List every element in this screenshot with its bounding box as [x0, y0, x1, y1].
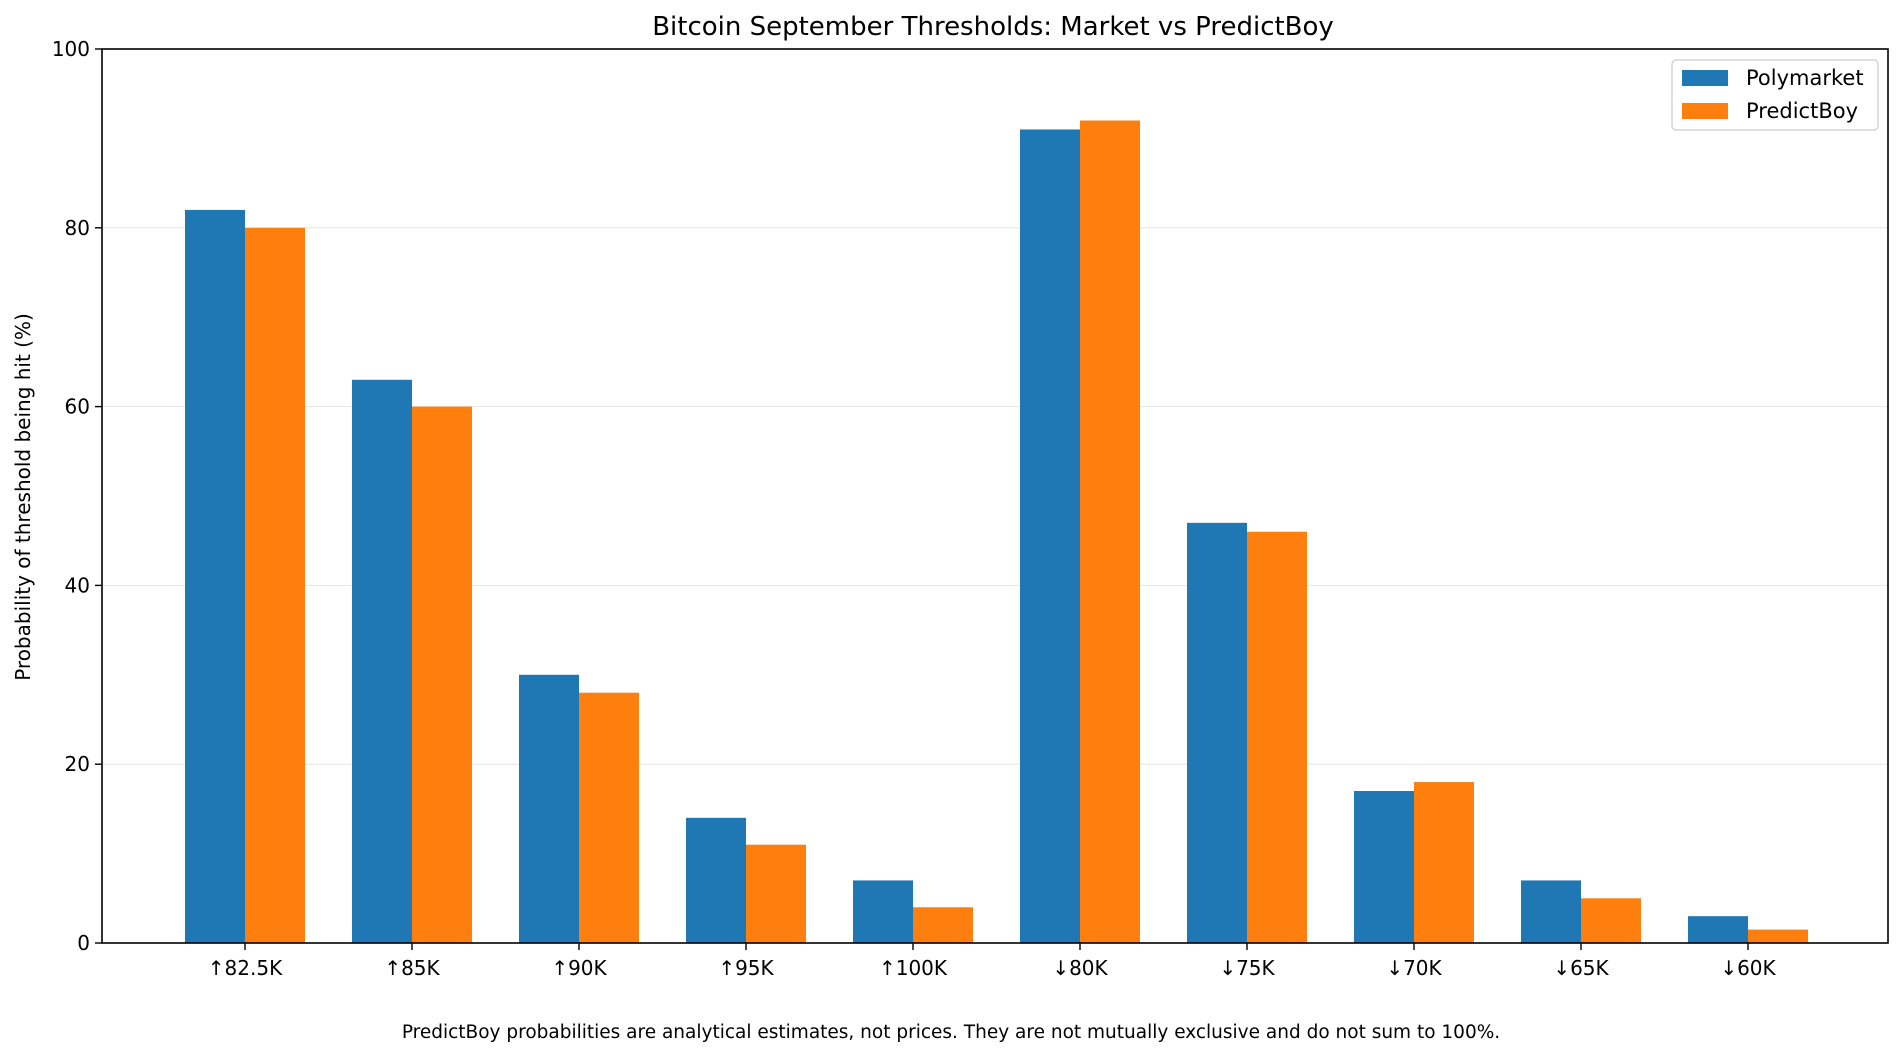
x-tick-label: ↓80K	[1052, 956, 1108, 980]
bar-polymarket-2	[519, 674, 579, 943]
bar-predictboy-8	[1581, 898, 1641, 943]
x-tick-label: ↓75K	[1219, 956, 1275, 980]
bar-polymarket-6	[1187, 522, 1247, 943]
chart-title: Bitcoin September Thresholds: Market vs …	[652, 12, 1334, 42]
x-tick-label: ↑90K	[551, 956, 607, 980]
x-tick-label: ↑95K	[718, 956, 774, 980]
legend-label-polymarket: Polymarket	[1746, 66, 1864, 90]
bar-predictboy-2	[579, 692, 639, 943]
bar-predictboy-3	[746, 844, 806, 943]
bar-predictboy-0	[245, 227, 305, 944]
bar-polymarket-0	[185, 209, 245, 944]
bar-polymarket-3	[686, 817, 746, 943]
bar-polymarket-9	[1688, 916, 1748, 943]
x-tick-label: ↓60K	[1720, 956, 1776, 980]
y-tick-label: 20	[65, 752, 90, 776]
bar-polymarket-1	[352, 379, 412, 943]
legend-swatch-polymarket	[1682, 70, 1728, 86]
axes	[101, 48, 1889, 944]
y-tick-label: 60	[65, 395, 90, 419]
bar-predictboy-9	[1748, 929, 1808, 943]
x-tick-label: ↑85K	[384, 956, 440, 980]
plot-frame	[101, 48, 1889, 944]
legend: Polymarket PredictBoy	[1671, 59, 1879, 131]
bars	[185, 120, 1808, 944]
x-tick-label: ↑82.5K	[208, 956, 283, 980]
y-ticks: 0 20 40 60 80 100	[52, 37, 102, 955]
y-tick-label: 100	[52, 37, 90, 61]
bar-polymarket-4	[853, 880, 913, 943]
y-tick-label: 80	[65, 216, 90, 240]
y-tick-label: 40	[65, 573, 90, 597]
bar-predictboy-5	[1080, 120, 1140, 943]
x-tick-label: ↑100K	[879, 956, 948, 980]
bar-polymarket-7	[1354, 791, 1414, 943]
x-tick-label: ↓65K	[1553, 956, 1609, 980]
bar-polymarket-8	[1521, 880, 1581, 943]
x-tick-label: ↓70K	[1386, 956, 1442, 980]
y-tick-label: 0	[77, 931, 90, 955]
bar-predictboy-7	[1414, 782, 1474, 943]
footnote: PredictBoy probabilities are analytical …	[402, 1022, 1500, 1043]
bar-polymarket-5	[1020, 129, 1080, 943]
legend-label-predictboy: PredictBoy	[1746, 99, 1858, 123]
legend-swatch-predictboy	[1682, 103, 1728, 119]
x-ticks: ↑82.5K ↑85K ↑90K ↑95K ↑100K ↓80K ↓75K ↓70K ↓65K ↓…	[208, 943, 1777, 980]
bar-predictboy-4	[913, 907, 973, 943]
y-axis-label: Probability of threshold being hit (%)	[11, 313, 35, 681]
bar-predictboy-6	[1247, 531, 1307, 943]
bar-predictboy-1	[412, 406, 472, 944]
